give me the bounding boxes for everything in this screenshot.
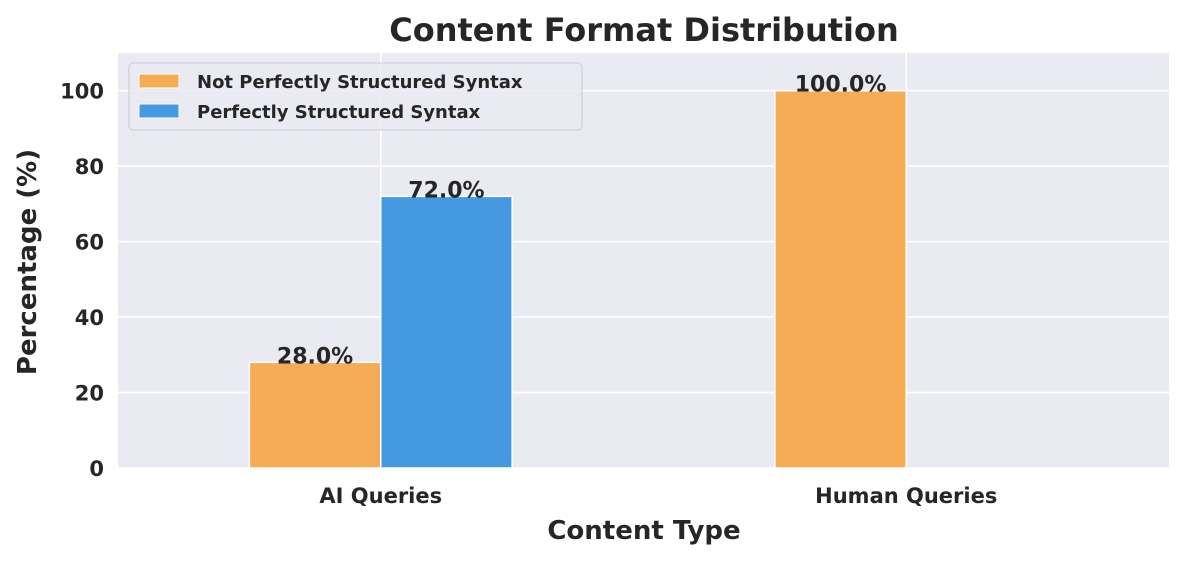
tick-labels: 0 20 40 60 80 100 AI Queries Human Queries	[60, 80, 997, 508]
data-label: 72.0%	[408, 178, 484, 203]
y-tick-label: 60	[75, 231, 104, 255]
y-axis-label: Percentage (%)	[13, 149, 43, 375]
legend-swatch	[138, 103, 180, 119]
y-tick-label: 40	[75, 306, 104, 330]
bars	[248, 89, 907, 469]
x-tick-label: Human Queries	[815, 484, 997, 508]
y-tick-label: 100	[60, 80, 104, 104]
bar	[248, 361, 382, 469]
legend-label: Perfectly Structured Syntax	[197, 102, 481, 123]
x-tick-label: AI Queries	[319, 484, 442, 508]
y-tick-label: 20	[75, 382, 104, 406]
data-label: 100.0%	[795, 73, 887, 98]
bar	[774, 89, 907, 469]
legend: Not Perfectly Structured Syntax Perfectly…	[128, 62, 583, 131]
y-tick-label: 80	[75, 155, 104, 179]
data-labels: 28.0% 72.0% 100.0%	[277, 73, 886, 370]
legend-box	[128, 62, 583, 131]
legend-swatch	[138, 73, 180, 89]
bar	[380, 195, 513, 469]
y-tick-label: 0	[89, 457, 104, 481]
data-label: 28.0%	[277, 344, 353, 369]
legend-label: Not Perfectly Structured Syntax	[197, 72, 523, 93]
x-axis-label: Content Type	[547, 516, 740, 546]
chart-title: Content Format Distribution	[389, 11, 899, 49]
